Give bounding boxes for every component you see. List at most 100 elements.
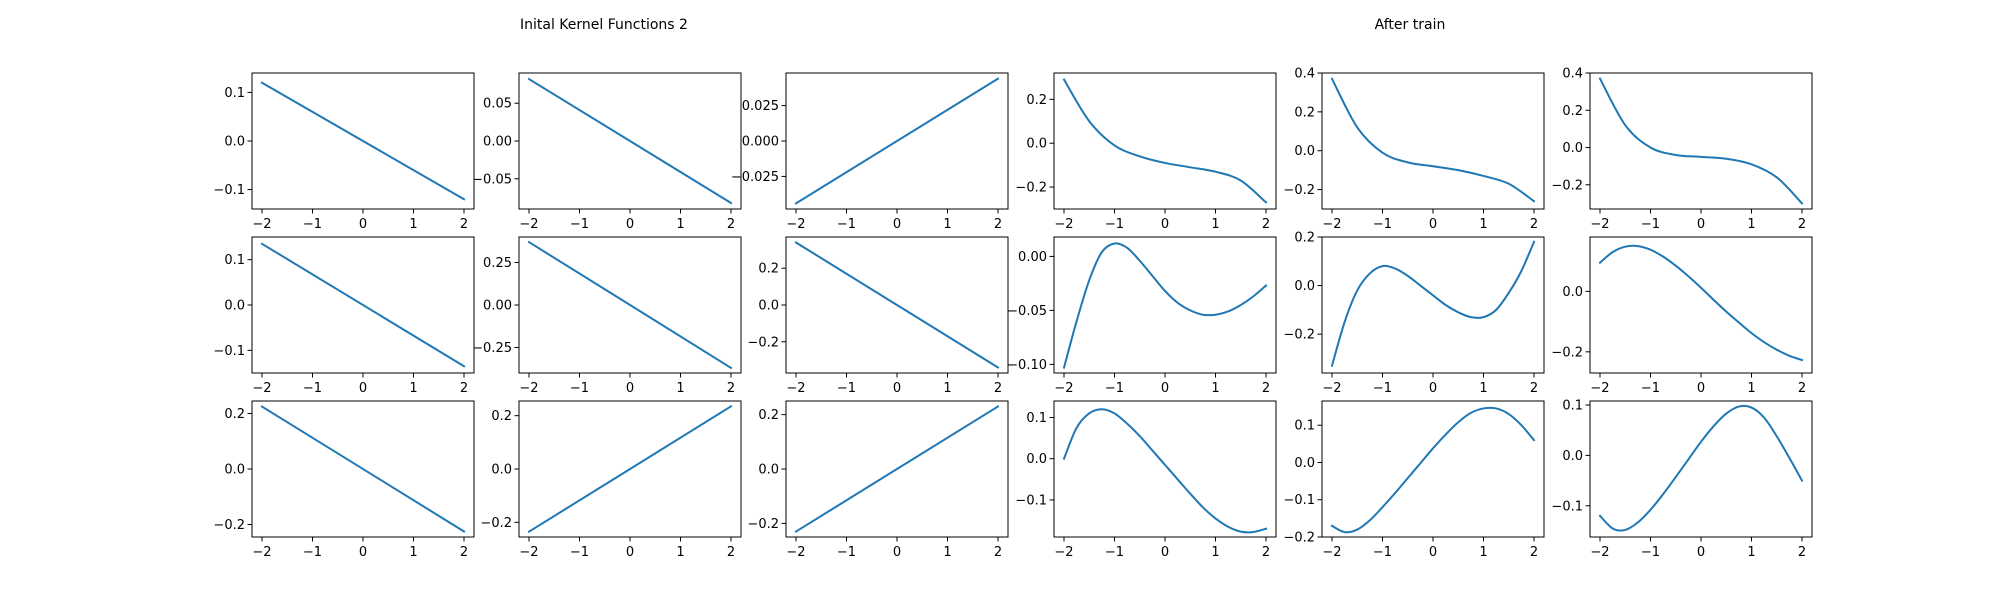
panel-after-r1c0-xtick-label: 0	[1161, 381, 1169, 396]
panel-after-r2c2-xtick-label: −1	[1641, 545, 1660, 560]
panel-initial-r1c0-xtick-label: −1	[303, 381, 322, 396]
panel-after-r2c1: −2 −1 0 1 2 −0.2 −0.1 0.0 0.1	[1283, 400, 1545, 560]
panel-initial-r0c2-ytick-label: −0.025	[731, 170, 779, 185]
panel-initial-r0c0: −2 −1 0 1 2 −0.1 0.0 0.1	[213, 72, 475, 232]
panel-initial-r2c0: −2 −1 0 1 2 −0.2 0.0 0.2	[213, 400, 475, 560]
panel-after-r2c0-series-line	[1062, 408, 1268, 534]
panel-initial-r2c0-ytick-label: 0.0	[224, 463, 245, 478]
panel-initial-r1c1-xtick-label: −1	[570, 381, 589, 396]
panel-after-r0c2-xtick-label: −2	[1590, 217, 1609, 232]
panel-initial-r2c2-ytick-label: 0.2	[758, 408, 779, 423]
panel-after-r1c0-xtick-label: −1	[1105, 381, 1124, 396]
panel-after-r0c0-xtick-label: −2	[1054, 217, 1073, 232]
panel-initial-r0c1-xtick-label: −2	[519, 217, 538, 232]
panel-after-r0c2: −2 −1 0 1 2 −0.2 0.0 0.2 0.4	[1551, 67, 1813, 232]
panel-initial-r0c0-xtick-label: 1	[409, 217, 417, 232]
panel-initial-r2c1-series-line	[527, 404, 733, 534]
panel-after-r1c1-xtick-label: 1	[1479, 381, 1487, 396]
panel-after-r0c0-ytick-label: −0.2	[1015, 181, 1047, 196]
panel-initial-r2c2-ytick-label: −0.2	[747, 517, 779, 532]
panel-after-r1c0-xtick-label: 2	[1262, 381, 1270, 396]
panel-after-r2c2-ytick-label: 0.0	[1562, 449, 1583, 464]
panel-after-r2c0-xtick-label: −1	[1105, 545, 1124, 560]
panel-after-r0c2-ytick-label: 0.0	[1562, 141, 1583, 156]
panel-initial-r2c1-xtick-label: 2	[727, 545, 735, 560]
panel-after-r0c0: −2 −1 0 1 2 −0.2 0.0 0.2	[1015, 72, 1277, 232]
panel-initial-r2c1-xtick-label: −1	[570, 545, 589, 560]
panel-after-r0c2-series-line	[1598, 77, 1804, 205]
panel-initial-r2c2-xtick-label: 0	[893, 545, 901, 560]
panel-initial-r0c1-xtick-label: −1	[570, 217, 589, 232]
panel-initial-r1c0-xtick-label: 1	[409, 381, 417, 396]
panel-initial-r2c0-xtick-label: −2	[252, 545, 271, 560]
panel-after-r2c2-series-line	[1598, 404, 1804, 532]
panel-after-r2c1-ytick-label: 0.0	[1294, 456, 1315, 471]
panel-initial-r0c0-xtick-label: −2	[252, 217, 271, 232]
panel-initial-r2c2-xtick-label: −1	[837, 545, 856, 560]
panel-after-r0c1-xtick-label: −1	[1373, 217, 1392, 232]
panel-initial-r2c1-xtick-label: −2	[519, 545, 538, 560]
panel-after-r2c1-ytick-label: 0.1	[1294, 419, 1315, 434]
panel-after-r0c0-xtick-label: 1	[1211, 217, 1219, 232]
panel-initial-r2c1-xtick-label: 1	[676, 545, 684, 560]
panel-initial-r0c0-series-line	[260, 81, 466, 201]
panel-initial-r0c2-xtick-label: 0	[893, 217, 901, 232]
panel-initial-r0c0-xtick-label: −1	[303, 217, 322, 232]
panel-after-r0c2-xtick-label: 0	[1697, 217, 1705, 232]
panel-after-r2c2-xtick-label: 0	[1697, 545, 1705, 560]
panel-initial-r2c0-series-line	[260, 405, 466, 533]
panel-after-r0c2-xtick-label: 2	[1798, 217, 1806, 232]
panel-initial-r2c0-xtick-label: 0	[359, 545, 367, 560]
panel-after-r1c0-ytick-label: 0.00	[1018, 250, 1047, 265]
panel-initial-r1c0-ytick-label: 0.0	[224, 299, 245, 314]
panel-initial-r2c0-ytick-label: 0.2	[224, 407, 245, 422]
panel-after-r1c2-series-line	[1598, 244, 1804, 362]
panel-after-r0c1-series-line	[1330, 77, 1536, 203]
panel-after-r2c2-ytick-label: −0.1	[1551, 499, 1583, 514]
panel-after-r2c0-xtick-label: −2	[1054, 545, 1073, 560]
panel-after-r2c0-ytick-label: 0.0	[1026, 452, 1047, 467]
panel-after-r1c0-ytick-label: −0.10	[1007, 358, 1047, 373]
panel-initial-r2c2-xtick-label: 1	[943, 545, 951, 560]
panel-initial-r0c1: −2 −1 0 1 2 −0.05 0.00 0.05	[472, 72, 742, 232]
panel-after-r1c2-ytick-label: 0.0	[1562, 285, 1583, 300]
panel-after-r1c2-xtick-label: 1	[1747, 381, 1755, 396]
panel-after-r0c1-ytick-label: −0.2	[1283, 183, 1315, 198]
panel-after-r0c1-xtick-label: −2	[1322, 217, 1341, 232]
panel-after-r1c0-series-line	[1062, 242, 1268, 369]
panel-initial-r1c1-xtick-label: 1	[676, 381, 684, 396]
panel-initial-r2c0-xtick-label: −1	[303, 545, 322, 560]
panel-initial-r1c2-xtick-label: −2	[786, 381, 805, 396]
panel-initial-r2c0-xtick-label: 1	[409, 545, 417, 560]
panel-after-r1c2-xtick-label: −1	[1641, 381, 1660, 396]
panel-after-r2c1-xtick-label: −2	[1322, 545, 1341, 560]
panel-initial-r1c0-series-line	[260, 242, 466, 368]
panel-after-r1c2-xtick-label: −2	[1590, 381, 1609, 396]
panel-initial-r0c0-xtick-label: 0	[359, 217, 367, 232]
panel-after-r0c2-ytick-label: 0.2	[1562, 104, 1583, 119]
panel-after-r0c1-ytick-label: 0.4	[1294, 67, 1315, 82]
panel-after-r0c1-xtick-label: 0	[1429, 217, 1437, 232]
panel-after-r1c1-ytick-label: 0.2	[1294, 231, 1315, 246]
panel-after-r1c1-xtick-label: 0	[1429, 381, 1437, 396]
panel-after-r1c1-series-line	[1330, 240, 1536, 367]
panel-initial-r2c1-xtick-label: 0	[626, 545, 634, 560]
panel-initial-r0c2-xtick-label: −1	[837, 217, 856, 232]
panel-initial-r0c2: −2 −1 0 1 2 −0.025 0.000 0.025	[731, 72, 1009, 232]
panel-after-r1c1-xtick-label: −1	[1373, 381, 1392, 396]
panel-initial-r2c2-xtick-label: 2	[994, 545, 1002, 560]
panel-after-r2c0-xtick-label: 1	[1211, 545, 1219, 560]
panel-initial-r0c1-xtick-label: 2	[727, 217, 735, 232]
title-after-train: After train	[1375, 17, 1446, 33]
panel-after-r1c0-xtick-label: 1	[1211, 381, 1219, 396]
panel-after-r2c2-xtick-label: 1	[1747, 545, 1755, 560]
panel-initial-r0c2-xtick-label: 2	[994, 217, 1002, 232]
title-initial-kernels: Inital Kernel Functions 2	[520, 17, 688, 33]
panel-after-r0c1: −2 −1 0 1 2 −0.2 0.0 0.2 0.4	[1283, 67, 1545, 232]
panel-initial-r1c2-ytick-label: 0.0	[758, 299, 779, 314]
panel-after-r2c1-xtick-label: 0	[1429, 545, 1437, 560]
panel-initial-r1c2-xtick-label: 2	[994, 381, 1002, 396]
panel-initial-r0c1-ytick-label: 0.00	[483, 135, 512, 150]
panel-after-r0c0-xtick-label: 2	[1262, 217, 1270, 232]
